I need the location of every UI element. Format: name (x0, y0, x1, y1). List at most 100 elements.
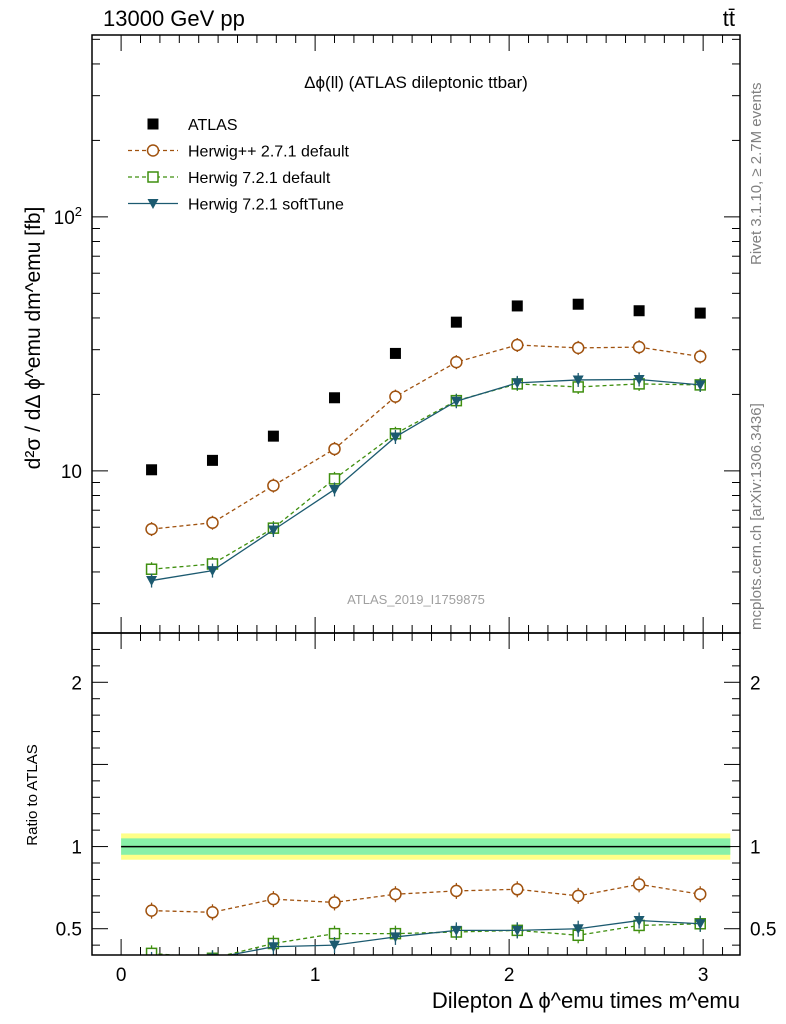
rivet-version-label: Rivet 3.1.10, ≥ 2.7M events (748, 83, 765, 266)
analysis-watermark: ATLAS_2019_I1759875 (347, 592, 485, 607)
main-axis-ticks: 10 102 (54, 35, 740, 633)
ratio-y-tick-label-right: 2 (750, 673, 761, 694)
series-0 (146, 298, 706, 476)
y-axis-label: d²σ / dΔ ϕ^emu dm^emu [fb] (22, 207, 45, 470)
ratio-series-line (151, 883, 701, 913)
data-point (389, 347, 401, 359)
ratio-data-point (572, 924, 584, 935)
ratio-data-point (389, 887, 402, 901)
ratio-y-tick-label: 0.5 (56, 920, 82, 941)
ratio-data-point (145, 904, 158, 917)
legend-entry: Herwig 7.2.1 default (128, 170, 331, 187)
data-point (206, 566, 218, 577)
legend-label: Herwig++ 2.7.1 default (188, 144, 350, 161)
data-point (450, 355, 463, 369)
ratio-data-point (571, 889, 585, 903)
y-tick-label: 102 (54, 204, 82, 229)
ratio-data-point (206, 906, 219, 919)
ratio-data-point (267, 892, 280, 906)
ratio-data-point (267, 942, 279, 953)
data-point (267, 525, 279, 536)
ratio-data-point (633, 916, 645, 926)
data-point (389, 390, 402, 403)
series-line (151, 344, 701, 530)
x-tick-label: 2 (504, 965, 515, 986)
legend-marker (147, 199, 159, 209)
series-line (151, 378, 701, 582)
data-point (328, 442, 341, 456)
header-process-label: tt̄ (723, 6, 735, 31)
data-point (572, 375, 584, 386)
legend-label: ATLAS (188, 117, 238, 134)
data-point (511, 378, 523, 389)
data-point (633, 374, 645, 385)
main-plot-panel: 10 102 Δϕ(ll) (ATLAS dileptonic ttbar) AT… (22, 34, 741, 634)
ratio-data-point (694, 919, 706, 930)
ratio-y-tick-label: 1 (71, 838, 82, 859)
data-point (633, 305, 645, 317)
ratio-data-point (328, 896, 341, 909)
data-point (572, 298, 584, 310)
ratio-y-tick-label: 2 (71, 673, 82, 694)
data-point (694, 307, 706, 319)
data-point (146, 576, 158, 587)
ratio-data-point (329, 940, 341, 951)
ratio-data-point (389, 932, 401, 943)
ratio-series-0 (145, 876, 707, 921)
ratio-data-point (632, 878, 646, 891)
data-point (693, 350, 707, 363)
ratio-data-point (146, 955, 157, 965)
data-point (206, 516, 219, 529)
y-tick-label: 10 (61, 462, 82, 483)
ratio-data-point (450, 884, 463, 898)
x-axis-label-text: Dilepton Δ ϕ^emu times m^emu (432, 988, 740, 1013)
legend-entry: Herwig 7.2.1 softTune (128, 197, 344, 214)
legend-marker (147, 171, 159, 183)
legend-marker (146, 144, 160, 157)
ratio-series-line (226, 919, 701, 955)
data-point (145, 522, 158, 536)
data-point (511, 338, 524, 352)
ratio-y-axis-label: Ratio to ATLAS (24, 744, 41, 845)
x-axis-label: Dilepton Δ ϕ^emu times m^emu (432, 988, 740, 1013)
ratio-data-point (511, 883, 524, 896)
x-tick-label: 0 (116, 965, 127, 986)
main-plot-data (145, 298, 707, 588)
ratio-plot-data (145, 876, 707, 965)
data-point (450, 316, 462, 328)
data-point (328, 473, 341, 485)
data-point (206, 454, 218, 466)
legend-label: Herwig 7.2.1 softTune (188, 197, 344, 214)
ratio-plot-frame (91, 632, 741, 956)
ratio-uncertainty-band (121, 833, 731, 860)
x-tick-label: 1 (310, 965, 321, 986)
header-energy-label: 13000 GeV pp (103, 6, 245, 31)
mcplots-reference-label: mcplots.cern.ch [arXiv:1306.3436] (748, 403, 765, 630)
legend-entry: ATLAS (147, 117, 238, 134)
ratio-series-2 (146, 912, 706, 965)
data-point (632, 340, 646, 354)
ratio-data-point (693, 887, 707, 901)
ratio-data-point (145, 947, 158, 955)
legend-marker (147, 118, 159, 130)
data-point (329, 392, 341, 404)
series-3 (146, 372, 706, 588)
y-axis-label-text: d²σ / dΔ ϕ^emu dm^emu [fb] (22, 207, 45, 470)
data-point (145, 563, 158, 575)
data-point (267, 479, 280, 492)
data-point (267, 430, 279, 442)
series-1 (145, 338, 707, 537)
ratio-axis-ticks: 0.5 0.5 1 1 2 2 0 1 2 3 (56, 632, 776, 986)
data-point (450, 396, 462, 407)
data-point (511, 300, 523, 312)
x-tick-label: 3 (698, 965, 709, 986)
legend-entry: Herwig++ 2.7.1 default (128, 144, 350, 161)
data-point (146, 464, 158, 476)
data-point (571, 341, 585, 355)
plot-title: Δϕ(ll) (ATLAS dileptonic ttbar) (304, 73, 528, 92)
ratio-y-tick-label-right: 0.5 (750, 920, 776, 941)
ratio-data-point (511, 925, 523, 936)
legend: ATLAS Herwig++ 2.7.1 default Herwig 7.2.1 … (128, 117, 350, 214)
ratio-series-line (151, 923, 701, 955)
